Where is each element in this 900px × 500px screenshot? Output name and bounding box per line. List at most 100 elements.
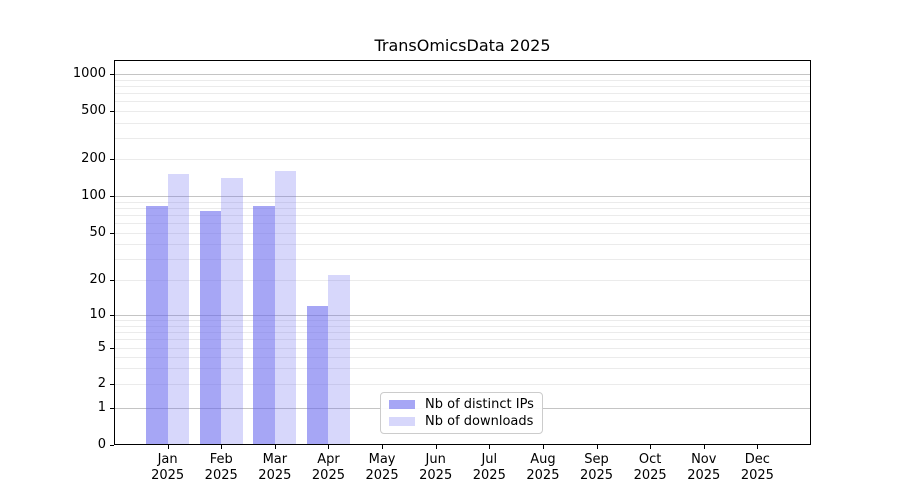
gridline-minor bbox=[115, 137, 810, 139]
x-axis-tick-mark bbox=[489, 445, 491, 449]
x-axis-tick-mark bbox=[167, 445, 169, 449]
gridline-minor bbox=[115, 201, 810, 203]
gridline-minor bbox=[115, 158, 810, 160]
month-label: Aug bbox=[530, 452, 556, 467]
y-axis-tick-mark bbox=[110, 74, 114, 75]
x-axis-tick-mark bbox=[328, 445, 330, 449]
gridline-minor bbox=[115, 214, 810, 216]
x-axis-tick-mark bbox=[221, 445, 223, 449]
year-label: 2025 bbox=[687, 467, 721, 483]
month-label: Sep bbox=[584, 452, 609, 467]
gridline-minor bbox=[115, 339, 810, 341]
gridline-major bbox=[115, 315, 810, 317]
year-label: 2025 bbox=[258, 467, 292, 483]
y-axis-tick-mark bbox=[110, 445, 114, 446]
gridline-minor bbox=[115, 348, 810, 349]
y-axis-tick-label: 10 bbox=[89, 307, 106, 323]
month-label: Feb bbox=[209, 452, 233, 467]
month-label: Jun bbox=[425, 452, 446, 467]
x-axis-tick-mark bbox=[703, 445, 705, 449]
year-label: 2025 bbox=[526, 467, 560, 483]
gridline-minor bbox=[115, 280, 810, 281]
bar-distinct-ips-mar[interactable] bbox=[253, 205, 275, 445]
x-axis-tick-mark bbox=[596, 445, 598, 449]
x-axis-tick-mark bbox=[757, 445, 759, 449]
y-axis-tick-label: 2 bbox=[97, 376, 106, 392]
bar-downloads-jan[interactable] bbox=[167, 174, 190, 445]
year-label: 2025 bbox=[472, 467, 506, 483]
legend-label-downloads: Nb of downloads bbox=[425, 414, 534, 429]
gridline-minor bbox=[115, 111, 810, 112]
x-axis-tick-mark bbox=[382, 445, 384, 449]
y-axis-tick-label: 1 bbox=[97, 399, 106, 415]
x-axis-tick-label: Jan 2025 bbox=[138, 452, 198, 483]
y-axis-tick-label: 20 bbox=[89, 272, 106, 287]
y-axis-tick-mark bbox=[110, 407, 114, 409]
month-label: Apr bbox=[317, 452, 340, 467]
x-axis-tick-label: Jul 2025 bbox=[459, 452, 519, 483]
month-label: May bbox=[368, 452, 396, 467]
x-axis-tick-mark bbox=[274, 445, 276, 449]
x-axis-tick-mark bbox=[542, 445, 544, 449]
year-label: 2025 bbox=[311, 467, 345, 483]
legend-entry-distinct-ips: Nb of distinct IPs bbox=[389, 397, 534, 412]
y-axis-tick-label: 100 bbox=[81, 188, 106, 203]
legend-swatch-downloads-icon bbox=[389, 417, 415, 426]
gridline-minor bbox=[115, 332, 810, 334]
year-label: 2025 bbox=[365, 467, 399, 483]
gridline-minor bbox=[115, 325, 810, 327]
year-label: 2025 bbox=[740, 467, 774, 483]
gridline-minor bbox=[115, 244, 810, 246]
bar-distinct-ips-jan[interactable] bbox=[146, 205, 168, 445]
y-axis-tick-label: 500 bbox=[81, 103, 106, 118]
legend-entry-downloads: Nb of downloads bbox=[389, 414, 534, 429]
month-label: Nov bbox=[691, 452, 717, 467]
bar-distinct-ips-feb[interactable] bbox=[199, 210, 222, 445]
y-axis-tick-mark bbox=[110, 384, 114, 386]
year-label: 2025 bbox=[419, 467, 453, 483]
x-axis-tick-mark bbox=[435, 445, 437, 449]
y-axis-tick-label: 1000 bbox=[72, 66, 106, 81]
year-label: 2025 bbox=[204, 467, 238, 483]
gridline-major bbox=[115, 74, 810, 75]
x-axis-tick-label: Sep 2025 bbox=[567, 452, 627, 483]
bar-downloads-mar[interactable] bbox=[274, 171, 297, 445]
gridline-minor bbox=[115, 93, 810, 95]
legend-swatch-distinct-ips-icon bbox=[389, 400, 415, 409]
year-label: 2025 bbox=[151, 467, 185, 483]
x-axis-tick-label: Apr 2025 bbox=[298, 452, 358, 483]
y-axis-tick-label: 5 bbox=[97, 340, 106, 355]
bar-downloads-apr[interactable] bbox=[328, 275, 350, 445]
gridline-minor bbox=[115, 101, 810, 103]
x-axis-tick-label: Mar 2025 bbox=[245, 452, 305, 483]
gridline-minor bbox=[115, 368, 810, 370]
y-axis-tick-mark bbox=[110, 315, 114, 317]
month-label: Mar bbox=[262, 452, 288, 467]
chart-title: TransOmicsData 2025 bbox=[374, 36, 551, 55]
gridline-minor bbox=[115, 259, 810, 261]
bar-downloads-feb[interactable] bbox=[221, 178, 243, 445]
y-axis-tick-mark bbox=[110, 111, 114, 112]
gridline-minor bbox=[115, 122, 810, 124]
month-label: Oct bbox=[638, 452, 662, 467]
gridline-minor bbox=[115, 232, 810, 234]
month-label: Jul bbox=[481, 452, 498, 467]
y-axis-tick-label: 50 bbox=[89, 224, 106, 240]
gridline-minor bbox=[115, 207, 810, 209]
gridline-minor bbox=[115, 85, 810, 87]
bar-distinct-ips-apr[interactable] bbox=[306, 306, 329, 445]
month-label: Dec bbox=[744, 452, 770, 467]
year-label: 2025 bbox=[633, 467, 667, 483]
gridline-minor bbox=[115, 384, 810, 386]
y-axis-tick-mark bbox=[110, 232, 114, 234]
x-axis-tick-mark bbox=[650, 445, 652, 449]
gridline-minor bbox=[115, 320, 810, 322]
year-label: 2025 bbox=[579, 467, 614, 483]
y-axis-tick-mark bbox=[110, 196, 114, 197]
legend: Nb of distinct IPs Nb of downloads bbox=[380, 392, 543, 434]
x-axis-tick-label: Feb 2025 bbox=[191, 452, 251, 483]
gridline-major bbox=[115, 196, 810, 197]
y-axis-tick-mark bbox=[110, 158, 114, 160]
x-axis-tick-label: Oct 2025 bbox=[620, 452, 680, 483]
